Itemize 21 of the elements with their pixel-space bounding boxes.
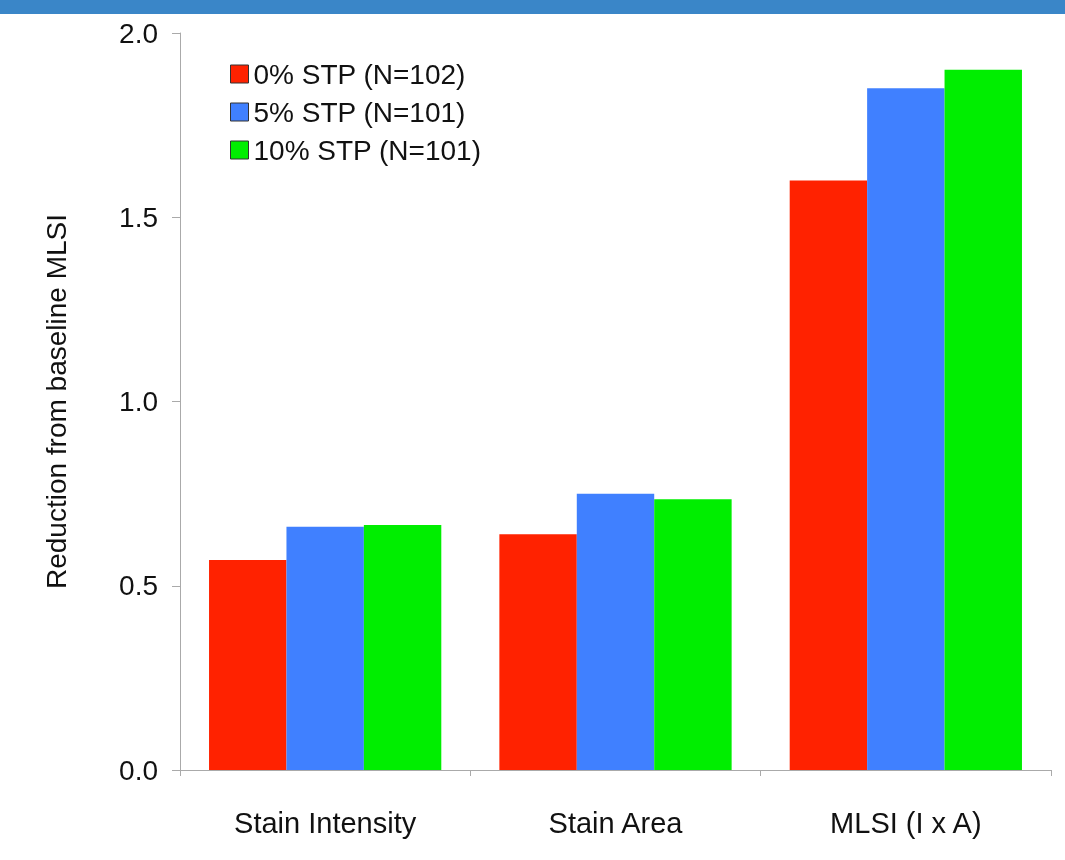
y-tick-label: 1.5: [119, 201, 158, 233]
bar: [944, 69, 1022, 770]
bar: [209, 559, 287, 770]
y-axis-title: Reduction from baseline MLSI: [40, 213, 72, 590]
bar: [286, 526, 364, 770]
bar: [867, 88, 945, 770]
bar: [576, 493, 655, 770]
legend-label: 0% STP (N=102): [253, 58, 466, 90]
x-tick-label: MLSI (I x A): [830, 806, 982, 839]
x-tick-label: Stain Area: [548, 806, 684, 839]
legend-label: 5% STP (N=101): [253, 96, 466, 128]
bar: [363, 524, 442, 770]
y-tick-label: 2.0: [119, 17, 158, 49]
y-tick-label: 0.5: [119, 570, 158, 602]
legend-label: 10% STP (N=101): [253, 134, 481, 166]
y-tick-label: 1.0: [119, 386, 158, 417]
bar: [654, 499, 732, 770]
bar: [789, 180, 868, 770]
y-tick-label: 0.0: [119, 754, 158, 786]
x-tick-label: Stain Intensity: [234, 806, 417, 839]
bar: [499, 534, 577, 770]
